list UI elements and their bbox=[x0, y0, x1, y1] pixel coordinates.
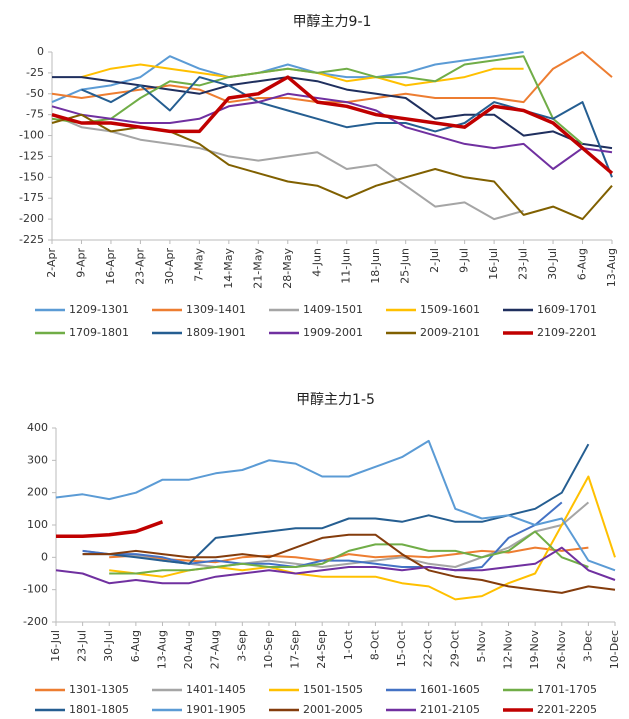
x-tick-label: 16-Apr bbox=[104, 248, 117, 285]
x-tick-label: 7-May bbox=[192, 248, 205, 282]
legend-label: 2101-2105 bbox=[420, 703, 480, 716]
x-tick-label: 26-Nov bbox=[555, 630, 568, 670]
x-tick-label: 2-Apr bbox=[45, 248, 58, 278]
legend-label: 2109-2201 bbox=[537, 326, 597, 339]
legend-label: 1709-1801 bbox=[69, 326, 129, 339]
y-tick-label: 400 bbox=[27, 421, 48, 434]
legend-label: 1401-1405 bbox=[186, 683, 246, 696]
x-tick-label: 10-Dec bbox=[608, 630, 621, 669]
legend-label: 1901-1905 bbox=[186, 703, 246, 716]
x-tick-label: 25-Jun bbox=[399, 248, 412, 284]
x-tick-label: 29-Oct bbox=[448, 629, 461, 667]
x-tick-label: 23-Jul bbox=[76, 630, 89, 662]
series-line bbox=[51, 75, 614, 175]
x-tick-label: 6-Aug bbox=[129, 630, 142, 662]
series-line bbox=[109, 546, 589, 564]
x-tick-label: 11-Jun bbox=[340, 248, 353, 284]
x-tick-label: 19-Nov bbox=[528, 630, 541, 670]
y-tick-label: -25 bbox=[26, 66, 44, 79]
legend-label: 2201-2205 bbox=[537, 703, 597, 716]
series-line bbox=[51, 113, 524, 221]
legend-label: 1501-1505 bbox=[303, 683, 363, 696]
series-line bbox=[51, 55, 584, 145]
y-tick-label: 300 bbox=[27, 453, 48, 466]
y-tick-label: -125 bbox=[19, 149, 44, 162]
x-tick-label: 21-May bbox=[251, 248, 264, 289]
legend-label: 1701-1705 bbox=[537, 683, 597, 696]
x-tick-label: 16-Jul bbox=[487, 248, 500, 280]
x-tick-label: 23-Jul bbox=[517, 248, 530, 280]
y-tick-label: -175 bbox=[19, 191, 44, 204]
series-line bbox=[52, 76, 613, 150]
series-line bbox=[55, 546, 616, 585]
x-tick-label: 1-Oct bbox=[342, 629, 355, 660]
x-tick-label: 15-Oct bbox=[395, 629, 408, 667]
y-tick-label: -50 bbox=[26, 87, 44, 100]
x-tick-label: 30-Jul bbox=[546, 248, 559, 280]
y-tick-label: -150 bbox=[19, 170, 44, 183]
x-tick-label: 14-May bbox=[222, 248, 235, 289]
y-tick-label: -200 bbox=[23, 615, 48, 628]
legend-label: 1409-1501 bbox=[303, 303, 363, 316]
x-tick-label: 2-Jul bbox=[428, 248, 441, 273]
x-tick-label: 23-Apr bbox=[133, 248, 146, 285]
series-line bbox=[82, 501, 563, 572]
series-line bbox=[55, 439, 616, 572]
y-tick-label: -100 bbox=[23, 583, 48, 596]
x-tick-label: 17-Sep bbox=[289, 630, 302, 669]
y-tick-label: -75 bbox=[26, 108, 44, 121]
legend-label: 2001-2005 bbox=[303, 703, 363, 716]
y-tick-label: -100 bbox=[19, 129, 44, 142]
legend-label: 1909-2001 bbox=[303, 326, 363, 339]
y-tick-label: -225 bbox=[19, 233, 44, 246]
x-tick-label: 24-Sep bbox=[315, 630, 328, 669]
x-tick-label: 9-Jul bbox=[458, 248, 471, 273]
legend-label: 2009-2101 bbox=[420, 326, 480, 339]
x-tick-label: 28-May bbox=[281, 248, 294, 289]
x-tick-label: 16-Jul bbox=[49, 630, 62, 662]
x-tick-label: 13-Aug bbox=[155, 630, 168, 669]
x-tick-label: 13-Aug bbox=[605, 248, 618, 287]
series-line bbox=[82, 533, 616, 594]
x-tick-label: 3-Dec bbox=[581, 630, 594, 662]
x-tick-label: 5-Nov bbox=[475, 630, 488, 663]
y-tick-label: -200 bbox=[19, 212, 44, 225]
x-tick-label: 3-Sep bbox=[235, 630, 248, 662]
x-tick-label: 8-Oct bbox=[368, 629, 381, 660]
series-line bbox=[109, 475, 616, 601]
y-tick-label: 200 bbox=[27, 486, 48, 499]
series-line bbox=[51, 113, 613, 221]
chart-title: 甲醇主力9-1 bbox=[293, 13, 372, 30]
x-tick-label: 10-Sep bbox=[262, 630, 275, 669]
x-tick-label: 30-Apr bbox=[163, 248, 176, 285]
y-tick-label: 0 bbox=[37, 45, 44, 58]
legend-label: 1601-1605 bbox=[420, 683, 480, 696]
x-tick-label: 4-Jun bbox=[310, 248, 323, 277]
legend-label: 1809-1901 bbox=[186, 326, 246, 339]
series-line bbox=[109, 530, 589, 575]
series-line bbox=[56, 520, 164, 539]
legend-label: 1801-1805 bbox=[69, 703, 129, 716]
legend-label: 1509-1601 bbox=[420, 303, 480, 316]
legend-label: 1609-1701 bbox=[537, 303, 597, 316]
x-tick-label: 12-Nov bbox=[502, 630, 515, 670]
series-line bbox=[51, 92, 613, 170]
x-tick-label: 22-Oct bbox=[422, 629, 435, 667]
y-tick-label: 0 bbox=[41, 550, 48, 563]
legend-label: 1301-1305 bbox=[69, 683, 129, 696]
y-tick-label: 100 bbox=[27, 518, 48, 531]
x-tick-label: 30-Jul bbox=[102, 630, 115, 662]
x-tick-label: 6-Aug bbox=[576, 248, 589, 280]
legend-label: 1209-1301 bbox=[69, 303, 129, 316]
legend-label: 1309-1401 bbox=[186, 303, 246, 316]
x-tick-label: 9-Apr bbox=[74, 248, 87, 278]
x-tick-label: 20-Aug bbox=[182, 630, 195, 669]
series-line bbox=[51, 51, 524, 104]
x-tick-label: 18-Jun bbox=[369, 248, 382, 284]
x-tick-label: 27-Aug bbox=[209, 630, 222, 669]
chart-title: 甲醇主力1-5 bbox=[296, 391, 375, 408]
